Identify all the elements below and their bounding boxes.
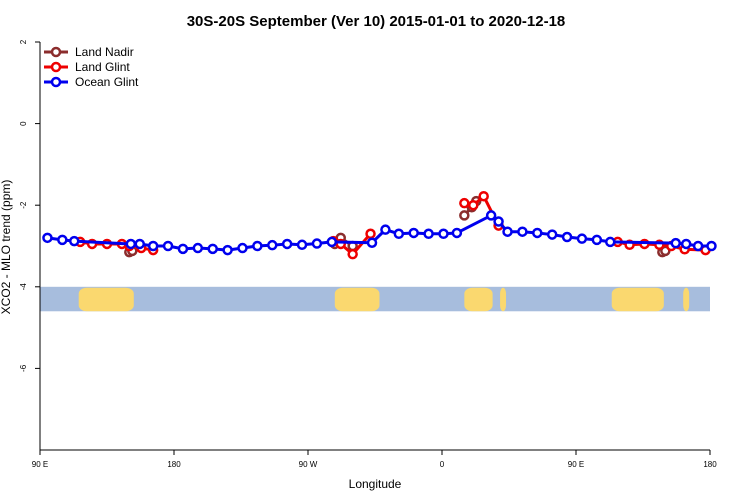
ocean-glint-point (591, 234, 603, 246)
ocean-glint-point (68, 235, 80, 247)
chart-title: 30S-20S September (Ver 10) 2015-01-01 to… (187, 13, 566, 30)
axes: 90 E 180 90 W 0 90 E 180 2 0 -2 -4 -6 (19, 39, 717, 469)
ocean-glint-point (296, 239, 308, 251)
ocean-glint-point (192, 242, 204, 254)
map-strip (40, 286, 710, 312)
x-tick-label: 90 E (32, 460, 48, 469)
ocean-glint-point (670, 237, 682, 249)
ocean-glint-point (706, 240, 717, 252)
ocean-glint-point (380, 224, 391, 235)
legend-swatch-marker (50, 61, 62, 73)
x-tick-label: 180 (167, 460, 181, 469)
y-tick-label: -2 (19, 201, 28, 209)
y-tick-label: 2 (19, 39, 28, 44)
ocean-glint-point (408, 227, 419, 239)
ocean-glint-point (680, 238, 692, 250)
legend-entry-land-glint: Land Glint (44, 60, 130, 74)
ocean-glint-point (393, 228, 405, 240)
ocean-glint-point (485, 210, 497, 221)
ocean-glint-point (326, 236, 338, 248)
land-region (334, 287, 380, 312)
ocean-glint-point (692, 240, 704, 252)
y-tick-label: 0 (19, 121, 28, 126)
legend-swatch-marker (50, 76, 62, 88)
ocean-glint-point (125, 238, 137, 250)
ocean-glint-point (207, 243, 218, 255)
ocean-glint-point (493, 216, 504, 227)
legend-entry-land-nadir: Land Nadir (44, 45, 134, 59)
ocean-glint-point (546, 229, 558, 240)
ocean-glint-point (222, 244, 233, 256)
ocean-glint-point (252, 240, 263, 252)
land-nadir-point (459, 210, 470, 221)
land-glint-point (459, 197, 470, 209)
ocean-glint-point (532, 227, 543, 239)
legend-label: Land Nadir (75, 45, 134, 59)
legend-label: Ocean Glint (75, 75, 139, 89)
ocean-glint-point (604, 236, 616, 248)
land-region (500, 287, 507, 312)
ocean-glint-point (311, 238, 323, 249)
x-tick-label: 90 E (568, 460, 584, 469)
ocean-glint-point (267, 239, 278, 251)
legend-label: Land Glint (75, 60, 130, 74)
ocean-glint-point (423, 228, 434, 240)
land-region (683, 287, 690, 312)
legend-entry-ocean-glint: Ocean Glint (44, 75, 139, 89)
ocean-glint-point (438, 228, 449, 240)
x-tick-label: 180 (703, 460, 717, 469)
y-tick-label: -6 (19, 364, 28, 372)
x-tick-label: 90 W (299, 460, 318, 469)
ocean-glint-point (502, 226, 513, 237)
land-region (611, 287, 664, 312)
land-region (78, 287, 134, 312)
ocean-glint-point (42, 232, 53, 244)
land-glint-point (347, 248, 358, 260)
ocean-glint-point (162, 240, 174, 252)
ocean-glint-point (561, 231, 573, 243)
ocean-glint-point (177, 243, 189, 255)
x-tick-label: 0 (440, 460, 445, 469)
land-glint-point (478, 190, 489, 202)
ocean-glint-point (281, 238, 293, 250)
legend-swatch-marker (50, 46, 62, 58)
ocean-glint-point (451, 227, 463, 239)
land-glint-point (365, 228, 376, 240)
land-glint-point (468, 199, 479, 211)
y-axis-title: XCO2 - MLO trend (ppm) (0, 180, 13, 315)
ocean-glint-point (517, 226, 528, 237)
ocean-glint-point (134, 238, 146, 250)
y-tick-label: -4 (19, 283, 28, 291)
ocean-glint-point (576, 233, 588, 244)
land-region (464, 287, 493, 312)
series-layer (42, 190, 717, 260)
ocean-glint-point (57, 234, 68, 246)
x-axis-title: Longitude (349, 477, 402, 491)
ocean-glint-point (366, 237, 378, 248)
series-ocean-glint (42, 210, 717, 256)
ocean-glint-point (237, 242, 248, 254)
ocean-glint-point (147, 240, 159, 252)
